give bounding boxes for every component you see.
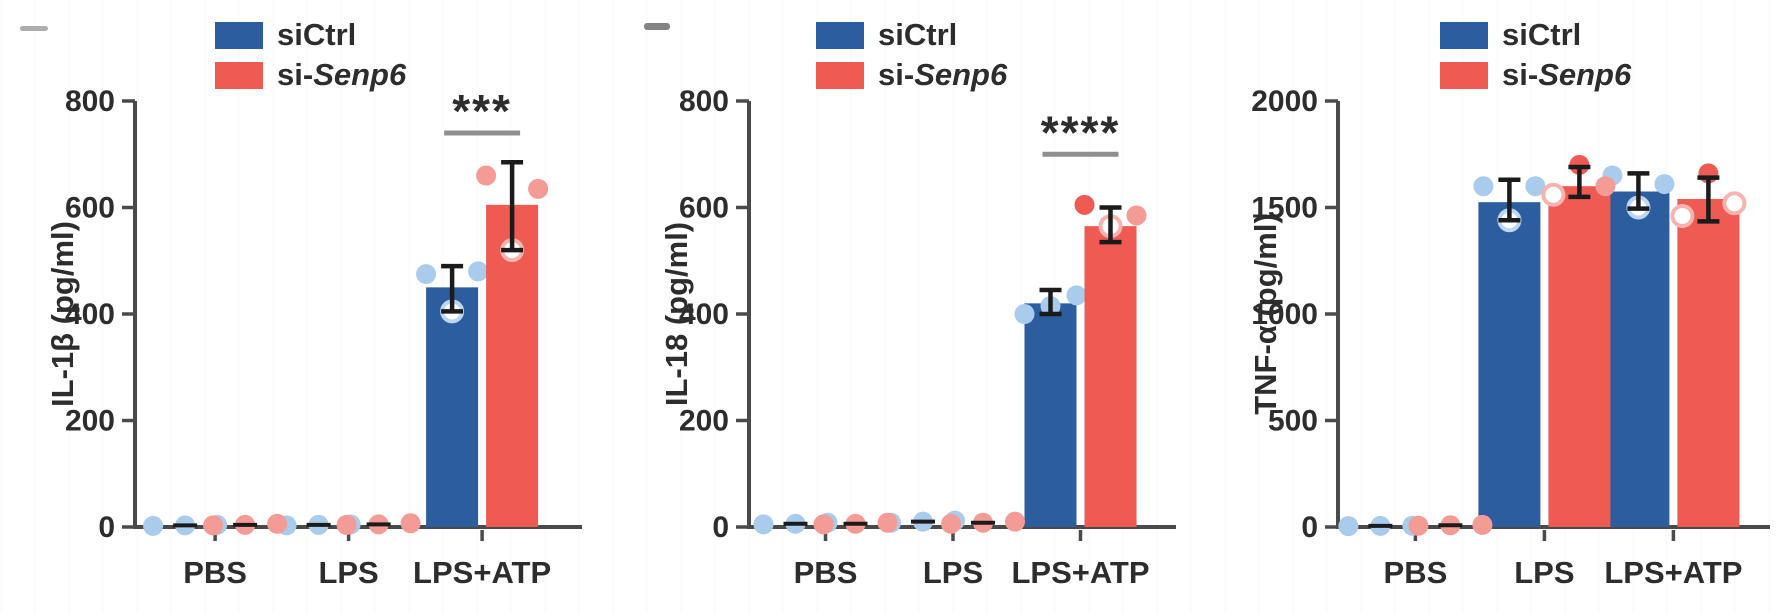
legend-swatch-sictrl xyxy=(215,22,263,49)
data-point xyxy=(813,514,834,535)
category-label: PBS xyxy=(1384,555,1448,590)
y-tick-label: 600 xyxy=(679,192,729,225)
bar-siCtrl-LPS+ATP xyxy=(1607,191,1670,527)
crop-artifact-mark xyxy=(20,26,48,31)
y-tick-label: 400 xyxy=(65,298,115,331)
category-label: LPS+ATP xyxy=(1604,555,1742,590)
chart-svg: 0 500 1000 1500 2000 TNF-α (pg/ml) PBS LPS LPS+A… xyxy=(1248,17,1770,590)
legend-label-sisenp6: si-Senp6 xyxy=(878,57,1008,92)
y-tick-label: 0 xyxy=(712,511,729,544)
y-tick-label: 0 xyxy=(98,511,115,544)
data-point xyxy=(143,515,164,536)
category-label: LPS xyxy=(1514,555,1574,590)
data-point xyxy=(1654,174,1675,195)
data-point xyxy=(1472,514,1493,535)
data-point xyxy=(1473,176,1494,197)
data-point xyxy=(1066,285,1087,306)
legend-swatch-sictrl xyxy=(816,22,864,49)
category-label: LPS xyxy=(923,555,983,590)
bar-si-Senp6-LPS xyxy=(1548,186,1611,527)
data-point xyxy=(877,512,898,533)
y-tick-label: 200 xyxy=(65,405,115,438)
data-point-open xyxy=(1541,182,1566,207)
data-point xyxy=(1126,205,1147,226)
data-point xyxy=(528,178,549,199)
data-point xyxy=(416,264,437,285)
y-tick-label: 0 xyxy=(1301,511,1318,544)
data-point-open xyxy=(1722,191,1747,216)
y-axis-label: IL-1β (pg/ml) xyxy=(45,221,80,407)
y-tick-label: 800 xyxy=(679,85,729,118)
data-point xyxy=(336,514,357,535)
bar-si-Senp6-LPS+ATP xyxy=(1084,226,1137,527)
significance-label: **** xyxy=(1041,106,1121,158)
data-point xyxy=(1338,516,1359,537)
y-tick-label: 800 xyxy=(65,85,115,118)
bar-siCtrl-LPS+ATP xyxy=(1024,303,1077,527)
data-point xyxy=(203,515,224,536)
chart-panel-tnfa: 0 500 1000 1500 2000 TNF-α (pg/ml) PBS LPS LPS+A… xyxy=(1188,0,1782,613)
data-point xyxy=(1005,511,1025,532)
data-point-solid xyxy=(1074,194,1095,215)
y-axis-label: IL-18 (pg/ml) xyxy=(659,222,694,406)
data-point-open xyxy=(1670,204,1695,229)
legend-swatch-sisenp6 xyxy=(1440,62,1488,89)
data-point xyxy=(267,513,288,534)
y-tick-label: 500 xyxy=(1268,405,1318,438)
y-tick-label: 400 xyxy=(679,298,729,331)
legend-label-sictrl: siCtrl xyxy=(277,17,356,52)
data-point xyxy=(941,513,961,534)
bar-siCtrl-LPS+ATP xyxy=(426,287,479,527)
bar-siCtrl-LPS xyxy=(1478,202,1541,528)
category-label: LPS+ATP xyxy=(1011,555,1149,590)
chart-panel-il18: 0 200 400 600 800 IL-18 (pg/ml) PBS LPS LPS+ATP s… xyxy=(594,0,1188,613)
y-tick-label: 2000 xyxy=(1251,85,1318,118)
legend-label-sictrl: siCtrl xyxy=(878,17,957,52)
data-point xyxy=(476,165,497,186)
category-label: PBS xyxy=(183,555,247,590)
y-tick-label: 1000 xyxy=(1251,298,1318,331)
legend-swatch-sisenp6 xyxy=(215,62,263,89)
legend-swatch-sisenp6 xyxy=(816,62,864,89)
significance-label: *** xyxy=(452,85,512,137)
data-point xyxy=(1525,176,1546,197)
chart-svg: 0 200 400 600 800 IL-18 (pg/ml) PBS LPS LPS+ATP s… xyxy=(659,17,1176,590)
crop-artifact-mark xyxy=(644,23,670,30)
data-point xyxy=(1014,304,1035,324)
category-label: LPS+ATP xyxy=(413,555,551,590)
category-label: PBS xyxy=(794,555,858,590)
chart-panel-il1b: 0 200 400 600 800 IL-1β (pg/ml) PBS LPS LPS+ATP s… xyxy=(0,0,594,613)
chart-svg: 0 200 400 600 800 IL-1β (pg/ml) PBS LPS LPS+ATP s… xyxy=(45,17,582,590)
y-tick-label: 200 xyxy=(679,405,729,438)
y-tick-label: 600 xyxy=(65,192,115,225)
y-axis-label: TNF-α (pg/ml) xyxy=(1248,213,1283,415)
data-point xyxy=(1408,515,1429,536)
legend-swatch-sictrl xyxy=(1440,22,1488,49)
y-tick-label: 1500 xyxy=(1251,192,1318,225)
data-point xyxy=(1595,176,1616,197)
category-label: LPS xyxy=(318,555,378,590)
data-point xyxy=(400,513,421,534)
bar-si-Senp6-LPS+ATP xyxy=(1677,198,1740,528)
legend-label-sictrl: siCtrl xyxy=(1502,17,1581,52)
legend-label-sisenp6: si-Senp6 xyxy=(277,57,407,92)
data-point xyxy=(468,261,489,282)
data-point xyxy=(753,514,774,535)
legend-label-sisenp6: si-Senp6 xyxy=(1502,57,1632,92)
